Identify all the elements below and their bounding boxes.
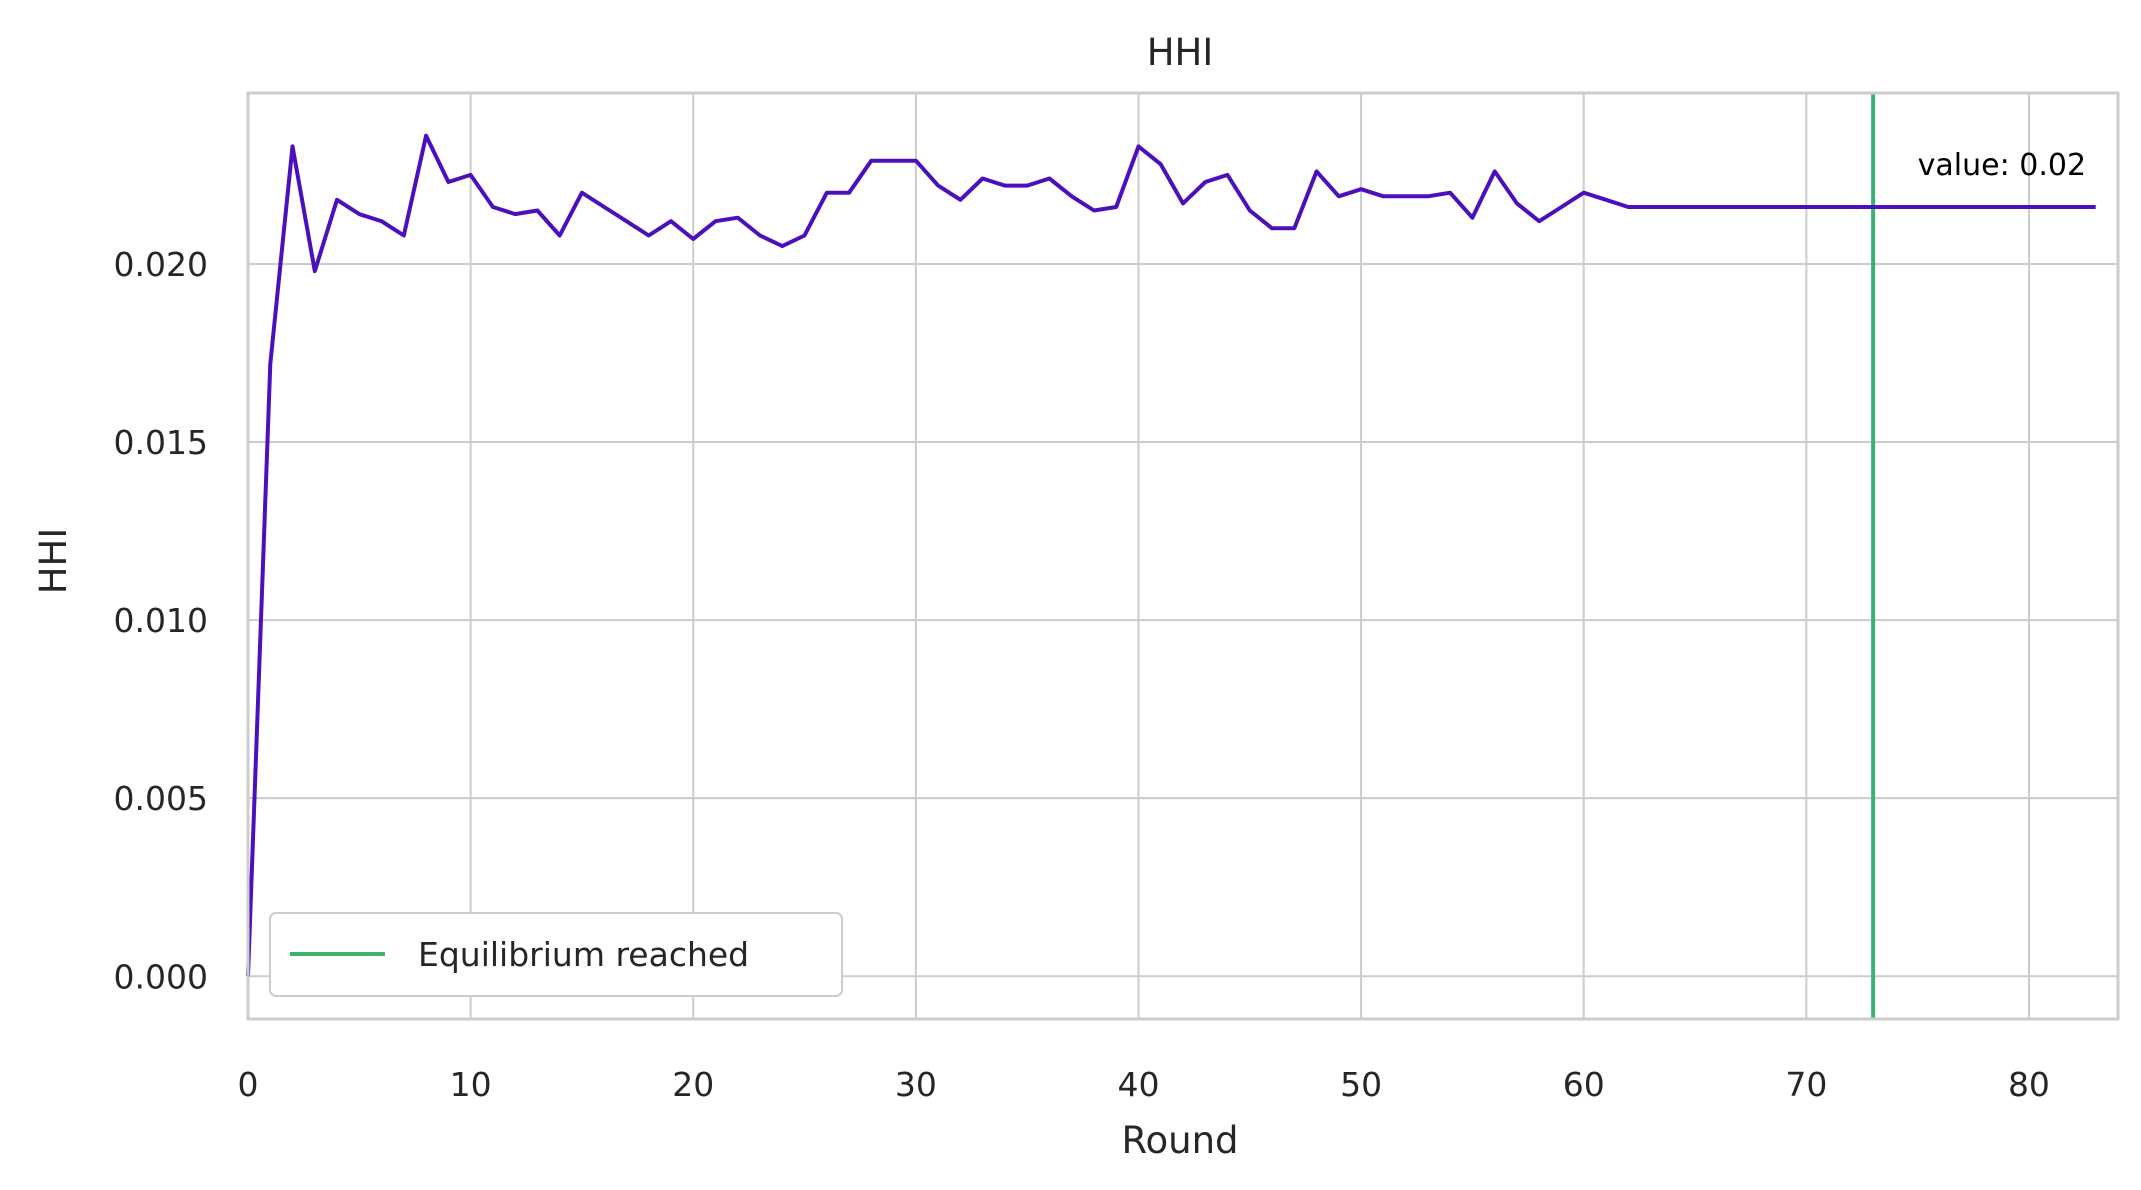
x-tick-label: 30 xyxy=(895,1065,937,1104)
y-tick-label: 0.000 xyxy=(114,957,208,996)
x-tick-label: 80 xyxy=(2008,1065,2050,1104)
x-axis-label: Round xyxy=(1121,1119,1238,1162)
y-axis-ticks: 0.000 0.005 0.010 0.015 0.020 xyxy=(114,245,208,996)
x-tick-label: 70 xyxy=(1785,1065,1827,1104)
x-tick-label: 0 xyxy=(238,1065,259,1104)
plot-frame xyxy=(246,91,2120,1021)
y-axis-label: HHI xyxy=(32,528,75,595)
x-tick-label: 60 xyxy=(1563,1065,1605,1104)
legend-label-equilibrium: Equilibrium reached xyxy=(418,935,749,974)
x-tick-label: 50 xyxy=(1340,1065,1382,1104)
legend: Equilibrium reached xyxy=(269,912,843,997)
y-tick-label: 0.005 xyxy=(114,779,208,818)
y-tick-label: 0.010 xyxy=(114,601,208,640)
series-group xyxy=(246,133,2096,977)
x-tick-label: 40 xyxy=(1117,1065,1159,1104)
value-annotation: value: 0.02 xyxy=(1918,148,2086,183)
y-tick-label: 0.020 xyxy=(114,245,208,284)
chart-title: HHI xyxy=(1147,31,1214,74)
x-tick-label: 10 xyxy=(450,1065,492,1104)
grid xyxy=(247,93,2118,1019)
y-tick-label: 0.015 xyxy=(114,423,208,462)
x-tick-label: 20 xyxy=(672,1065,714,1104)
legend-box xyxy=(269,912,843,997)
x-axis-ticks: 0 10 20 30 40 50 60 70 80 xyxy=(238,1065,2050,1104)
hhi-series-line xyxy=(246,133,2096,977)
